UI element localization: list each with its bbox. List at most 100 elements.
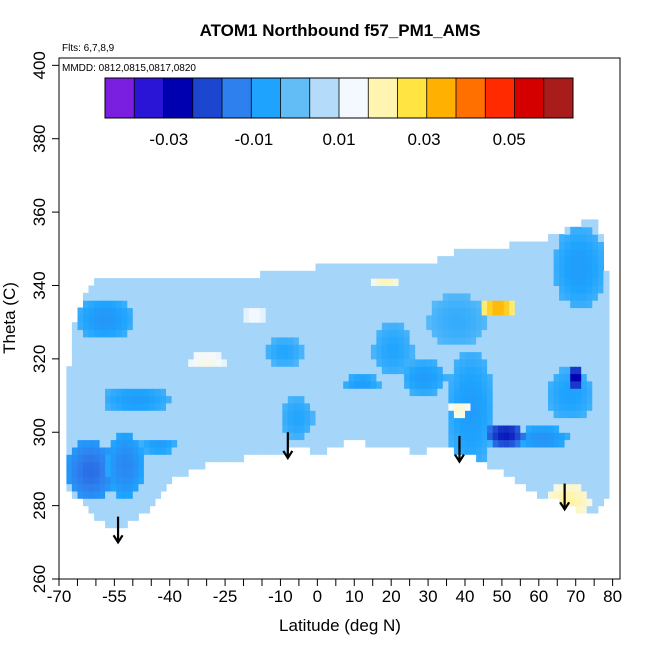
heatmap-cell xyxy=(94,505,101,514)
heatmap-cell xyxy=(337,424,344,433)
heatmap-cell xyxy=(393,270,400,279)
heatmap-cell xyxy=(531,402,538,411)
heatmap-cell xyxy=(276,351,283,360)
heatmap-cell xyxy=(426,307,433,316)
heatmap-cell xyxy=(525,432,532,441)
heatmap-cell xyxy=(343,388,350,397)
heatmap-cell xyxy=(121,432,128,441)
heatmap-cell xyxy=(121,336,128,345)
heatmap-cell xyxy=(570,336,577,345)
heatmap-cell xyxy=(592,234,599,242)
heatmap-cell xyxy=(387,300,394,309)
heatmap-cell xyxy=(420,380,427,389)
heatmap-cell xyxy=(315,263,322,272)
heatmap-cell xyxy=(265,366,272,375)
heatmap-cell xyxy=(77,410,84,419)
heatmap-cell xyxy=(564,278,571,286)
heatmap-cell xyxy=(110,432,117,441)
heatmap-cell xyxy=(393,432,400,441)
heatmap-cell xyxy=(155,446,162,455)
heatmap-cell xyxy=(553,241,560,250)
heatmap-cell xyxy=(487,329,494,338)
heatmap-cell xyxy=(393,402,400,411)
heatmap-cell xyxy=(110,344,117,353)
heatmap-cell xyxy=(564,439,571,448)
heatmap-cell xyxy=(348,322,355,331)
heatmap-cell xyxy=(177,358,184,367)
heatmap-cell xyxy=(603,476,610,485)
heatmap-cell xyxy=(487,432,494,441)
heatmap-cell xyxy=(570,424,577,433)
heatmap-cell xyxy=(393,292,400,301)
heatmap-cell xyxy=(188,351,195,360)
heatmap-cell xyxy=(359,300,366,309)
heatmap-cell xyxy=(105,292,112,301)
heatmap-cell xyxy=(94,432,101,441)
heatmap-cell xyxy=(66,454,73,463)
heatmap-cell xyxy=(564,300,571,309)
heatmap-cell xyxy=(531,432,538,441)
heatmap-cell xyxy=(99,402,106,411)
heatmap-cell xyxy=(66,439,73,448)
heatmap-cell xyxy=(83,314,90,323)
heatmap-cell xyxy=(581,351,588,360)
heatmap-cell xyxy=(132,498,139,507)
heatmap-cell xyxy=(105,307,112,316)
heatmap-cell xyxy=(99,395,106,404)
heatmap-cell xyxy=(238,358,245,367)
heatmap-cell xyxy=(387,380,394,389)
heatmap-cell xyxy=(121,476,128,485)
heatmap-cell xyxy=(586,329,593,338)
heatmap-cell xyxy=(559,366,566,375)
heatmap-cell xyxy=(110,417,117,426)
heatmap-cell xyxy=(603,307,610,316)
colorbar-swatch xyxy=(192,78,223,118)
heatmap-cell xyxy=(553,358,560,367)
heatmap-cell xyxy=(149,329,156,338)
heatmap-cell xyxy=(265,373,272,382)
heatmap-cell xyxy=(553,307,560,316)
heatmap-cell xyxy=(503,395,510,404)
heatmap-cell xyxy=(537,417,544,426)
heatmap-cell xyxy=(575,388,582,397)
heatmap-cell xyxy=(465,402,472,411)
heatmap-cell xyxy=(243,380,250,389)
heatmap-cell xyxy=(520,476,527,485)
heatmap-cell xyxy=(215,446,222,455)
heatmap-cell xyxy=(326,366,333,375)
heatmap-cell xyxy=(520,322,527,331)
heatmap-cell xyxy=(204,432,211,441)
heatmap-cell xyxy=(77,439,84,448)
heatmap-cell xyxy=(226,402,233,411)
heatmap-cell xyxy=(442,366,449,375)
heatmap-cell xyxy=(204,300,211,309)
heatmap-cell xyxy=(243,424,250,433)
heatmap-cell xyxy=(260,351,267,360)
heatmap-cell xyxy=(586,395,593,404)
heatmap-cell xyxy=(431,300,438,309)
heatmap-cell xyxy=(537,278,544,286)
heatmap-cell xyxy=(581,314,588,323)
heatmap-cell xyxy=(160,380,167,389)
heatmap-cell xyxy=(581,358,588,367)
heatmap-cell xyxy=(470,329,477,338)
heatmap-cell xyxy=(94,454,101,463)
heatmap-cell xyxy=(243,292,250,301)
heatmap-cell xyxy=(597,336,604,345)
heatmap-cell xyxy=(553,256,560,264)
heatmap-cell xyxy=(465,358,472,367)
heatmap-cell xyxy=(525,329,532,338)
heatmap-cell xyxy=(448,285,455,294)
heatmap-cell xyxy=(525,322,532,331)
heatmap-cell xyxy=(453,263,460,272)
heatmap-cell xyxy=(260,285,267,294)
heatmap-cell xyxy=(132,513,139,521)
heatmap-cell xyxy=(393,351,400,360)
heatmap-cell xyxy=(226,314,233,323)
heatmap-cell xyxy=(548,351,555,360)
heatmap-cell xyxy=(199,336,206,345)
heatmap-cell xyxy=(470,248,477,257)
heatmap-cell xyxy=(548,307,555,316)
heatmap-cell xyxy=(132,461,139,470)
heatmap-cell xyxy=(365,285,372,294)
